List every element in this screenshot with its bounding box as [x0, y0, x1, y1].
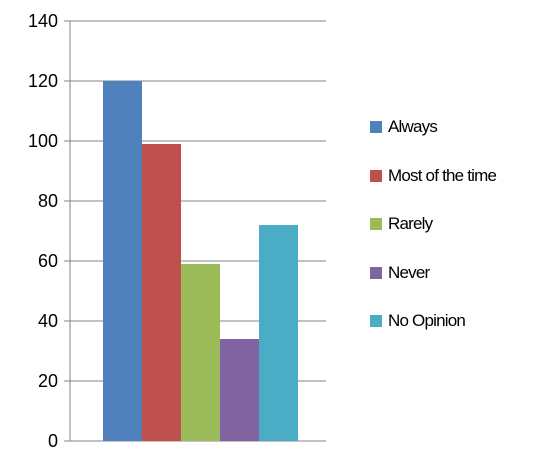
y-tick-label: 100 [28, 131, 58, 151]
legend-item: Rarely [370, 214, 496, 233]
legend-swatch [370, 169, 382, 182]
legend-label: Never [388, 262, 430, 282]
legend-item: Never [370, 262, 496, 282]
legend-item: Always [370, 117, 496, 136]
bar-no-opinion [259, 225, 298, 441]
bar-most-of-the-time [142, 144, 181, 441]
legend-item: Most of the time [370, 165, 497, 185]
legend-label: Always [388, 117, 438, 136]
y-tick-label: 40 [38, 311, 58, 331]
bar-rarely [181, 264, 220, 441]
y-tick-label: 80 [38, 191, 58, 211]
bar-always [103, 81, 142, 441]
bar-never [220, 339, 259, 441]
bars [103, 81, 298, 441]
y-tick-label: 60 [38, 251, 58, 271]
legend: Always Most of the time Rarely Never No Opin… [370, 117, 497, 361]
y-axis-tick-labels: 0 20 40 60 80 100 120 140 [28, 11, 58, 450]
y-tick-label: 0 [48, 431, 58, 450]
legend-label: No Opinion [388, 311, 466, 330]
legend-label: Rarely [388, 214, 433, 233]
legend-swatch [370, 218, 382, 230]
y-tick-label: 20 [38, 371, 58, 391]
legend-swatch [370, 266, 382, 279]
legend-label: Most of the time [388, 165, 497, 185]
legend-swatch [370, 121, 382, 133]
y-tick-label: 120 [28, 71, 58, 91]
y-tick-label: 140 [28, 11, 58, 31]
legend-swatch [370, 315, 382, 327]
legend-item: No Opinion [370, 311, 496, 330]
